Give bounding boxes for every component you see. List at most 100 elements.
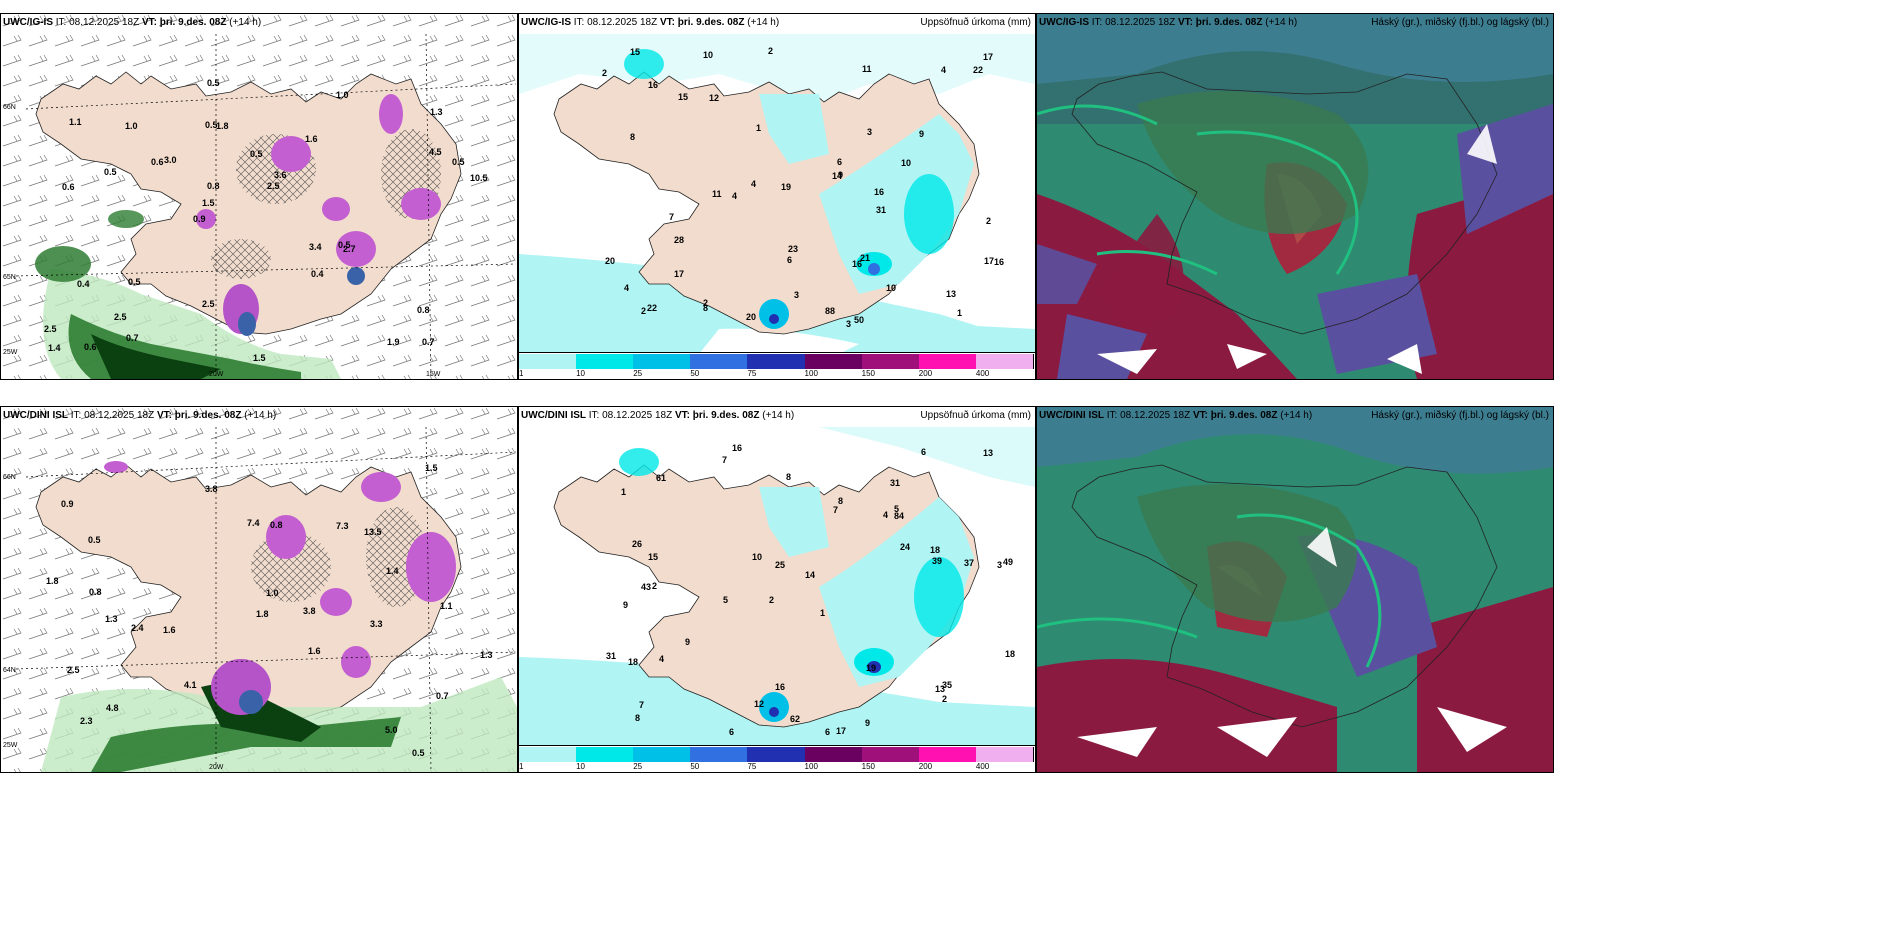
value-label: 13.5 [364,527,382,537]
colorbar-label: 10 [576,369,586,378]
value-label: 8 [703,303,708,313]
colorbar-swatch [918,747,977,762]
value-label: 17 [983,52,993,62]
value-label: 50 [854,315,864,325]
value-label: 10.5 [470,173,488,183]
value-label: 2 [641,306,646,316]
value-labels: 2032101016111214346111488421617629720281… [602,46,1004,329]
value-label: 1.1 [69,117,82,127]
panel-accum-precip-dini: UWC/DINI ISL IT: 08.12.2025 18Z VT: þri.… [518,406,1036,773]
value-label: 10 [901,158,911,168]
value-label: 3.0 [164,155,177,165]
panel-title: UWC/DINI ISL IT: 08.12.2025 18Z VT: þri.… [521,410,795,421]
panel-wind-precip-igis: UWC/IG-IS IT: 08.12.2025 18Z VT: þri. 9.… [0,13,518,380]
value-label: 1.1 [440,601,453,611]
colorbar-label: 150 [861,762,876,771]
value-labels: 0.5 1.3 1.6 0.9 0.7 0.5 4.8 1.6 13.5 7.4 7.3 5.0 4.1… [46,463,493,758]
value-label: 0.5 [250,149,263,159]
value-label: 16 [648,80,658,90]
value-label: 9 [919,129,924,139]
value-label: 1.5 [253,353,266,363]
colorbar-swatch [975,354,1034,369]
colorbar-swatch [804,354,863,369]
wind-precip-map: 66N 64N 25W 20W 0.5 1.3 1.6 0.9 0.7 0.5 4.8 1.6… [1,407,517,772]
value-label: 6 [729,727,734,737]
value-label: 8 [838,496,843,506]
panel-title: UWC/DINI ISL IT: 08.12.2025 18Z VT: þri.… [3,410,277,421]
colorbar-swatch [918,354,977,369]
value-label: 0.8 [89,587,102,597]
colorbar-label: 1 [519,762,524,771]
lat-label: 66N [3,104,16,111]
value-label: 18 [628,657,638,667]
value-label: 0.5 [338,240,351,250]
value-label: 1.3 [480,650,493,660]
value-label: 4 [883,510,888,520]
cloud-cover-map [1037,407,1553,772]
value-label: 12 [709,93,719,103]
value-label: 0.4 [311,269,324,279]
value-label: 13 [935,684,945,694]
value-label: 1.0 [266,588,279,598]
colorbar-label: 25 [633,369,643,378]
value-label: 6 [825,727,830,737]
colorbar-swatch [747,747,806,762]
value-label: 17 [674,269,684,279]
value-label: 4.1 [184,680,197,690]
value-label: 62 [790,714,800,724]
value-label: 2.5 [267,181,280,191]
value-label: 7 [833,505,838,515]
panel-field-title: Uppsöfnuð úrkoma (mm) [920,410,1031,421]
panel-title: UWC/IG-IS IT: 08.12.2025 18Z VT: þri. 9.… [1039,17,1298,28]
panel-title: UWC/IG-IS IT: 08.12.2025 18Z VT: þri. 9.… [3,17,262,28]
value-label: 0.8 [270,520,283,530]
value-label: 6 [837,157,842,167]
value-label: 0.5 [88,535,101,545]
lon-label: 25W [3,349,18,356]
colorbar-label: 100 [804,369,818,378]
colorbar-label: 150 [861,369,876,378]
value-label: 1.5 [425,463,438,473]
value-label: 25 [775,560,785,570]
value-label: 10 [886,283,896,293]
value-label: 0.5 [104,167,117,177]
value-label: 88 [825,306,835,316]
value-label: 1.3 [105,614,118,624]
colorbar-swatch [804,747,863,762]
value-label: 1.8 [46,576,59,586]
value-label: 2.5 [67,665,80,675]
value-label: 0.5 [128,277,141,287]
value-label: 17 [984,256,994,266]
value-label: 19 [781,182,791,192]
value-label: 9 [623,600,628,610]
value-label: 10 [703,50,713,60]
value-label: 7 [669,212,674,222]
value-label: 8 [786,472,791,482]
value-label: 28 [674,235,684,245]
value-label: 20 [605,256,615,266]
value-label: 11 [712,189,722,199]
colorbar-swatch [576,747,635,762]
colorbar-label: 25 [633,762,643,771]
colorbar-swatch [519,747,578,762]
value-label: 3 [867,127,872,137]
value-label: 6 [787,255,792,265]
value-label: 84 [894,511,904,521]
colorbar-label: 75 [747,762,757,771]
value-label: 2.5 [44,324,57,334]
colorbar-label: 200 [918,762,933,771]
island-outline [1071,71,1498,335]
value-label: 4.8 [106,703,119,713]
value-label: 3.6 [274,170,287,180]
value-label: 7.4 [247,518,260,528]
value-label: 0.5 [207,78,220,88]
value-label: 1 [957,308,962,318]
value-label: 5 [894,504,899,514]
colorbar-label: 50 [690,369,700,378]
colorbar-swatch [690,354,749,369]
value-label: 10 [752,552,762,562]
colorbar-swatch [861,747,920,762]
value-label: 15 [630,47,640,57]
accum-precip-map: 2032101016111214346111488421617629720281… [519,14,1035,354]
